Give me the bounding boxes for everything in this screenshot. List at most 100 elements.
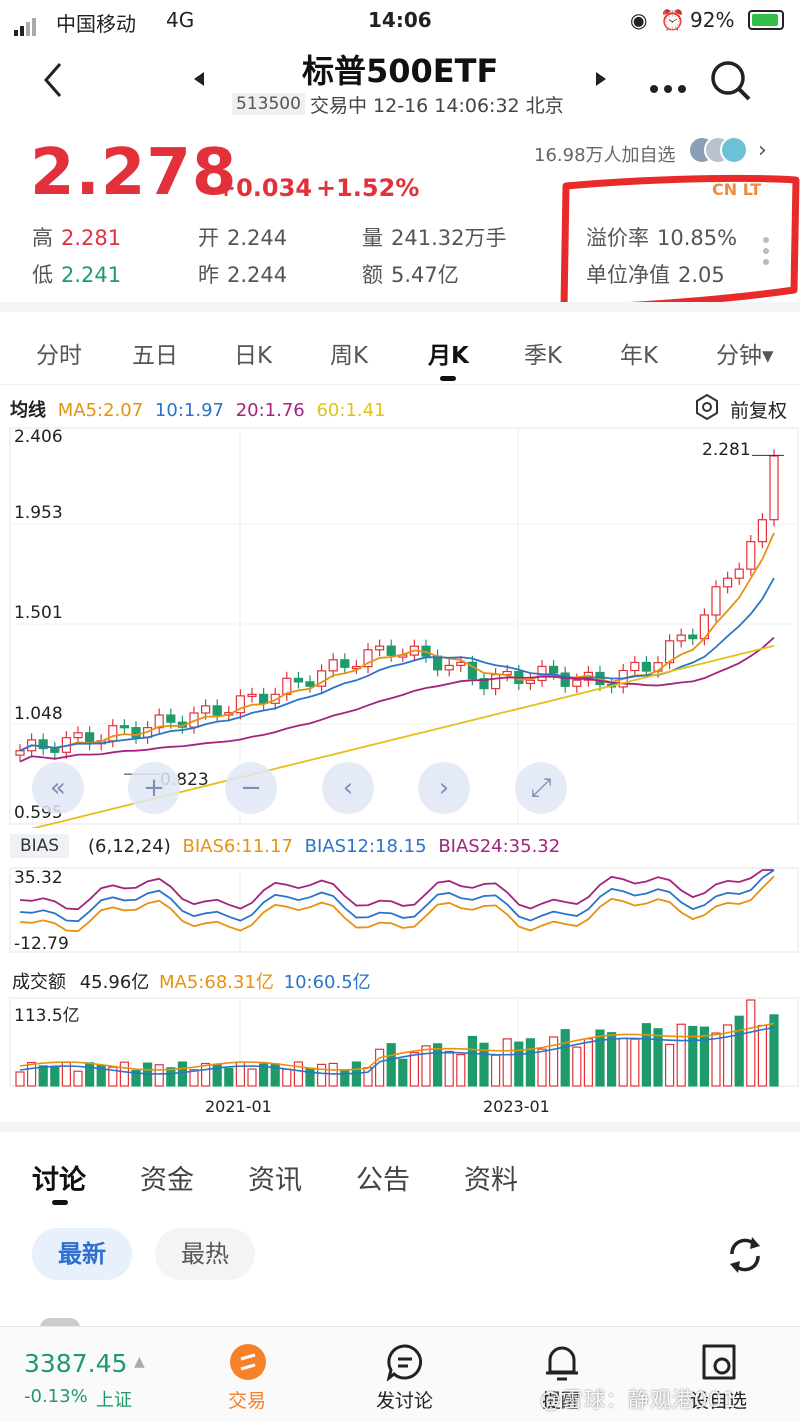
settings-icon[interactable] — [694, 393, 720, 424]
tab-announcements[interactable]: 公告 — [356, 1165, 410, 1196]
index-value[interactable]: 3387.45 — [24, 1349, 128, 1378]
candle-body — [444, 664, 454, 671]
high-marker-label: 2.281 — [702, 440, 751, 460]
remind-label[interactable]: 提醒 — [542, 1390, 581, 1412]
stock-code: 513500 — [232, 93, 305, 115]
volume-bar — [467, 1035, 477, 1087]
scroll-right-button[interactable]: › — [418, 762, 470, 814]
section-divider — [0, 302, 800, 312]
bias-row: (6,12,24) BIAS6:11.17 BIAS12:18.15 BIAS2… — [88, 836, 560, 857]
candle-body — [711, 586, 721, 616]
tab-profile[interactable]: 资料 — [464, 1165, 518, 1196]
tab-funds[interactable]: 资金 — [140, 1165, 194, 1196]
fullscreen-button[interactable]: ⤢ — [515, 762, 567, 814]
volume-bar — [317, 1063, 327, 1087]
stat-premium: 溢价率 10.85% — [586, 222, 737, 252]
watermark: @雪球：静观港001 — [540, 1388, 738, 1412]
volume-ma5-line — [19, 1022, 775, 1071]
candle-body — [247, 693, 257, 697]
volume-bar — [722, 1024, 733, 1087]
volume-bar — [548, 1036, 559, 1087]
volume-bar — [746, 999, 756, 1087]
candle-body — [259, 693, 269, 704]
ma10-line — [19, 577, 775, 752]
battery-icon — [748, 10, 784, 30]
tab-discussion[interactable]: 讨论 — [32, 1165, 86, 1196]
volume-bar — [166, 1067, 176, 1087]
volume-bar — [502, 1038, 512, 1087]
candle-body — [456, 661, 466, 667]
bell-icon[interactable] — [544, 1342, 580, 1386]
scroll-left-button[interactable]: ‹ — [322, 762, 374, 814]
candle-body — [757, 519, 768, 543]
trade-icon[interactable] — [230, 1344, 266, 1380]
candle-body — [38, 739, 48, 750]
carrier-label: 中国移动 — [56, 12, 136, 36]
volume-bar — [201, 1062, 211, 1087]
add-watchlist-icon[interactable] — [700, 1342, 738, 1386]
ma60-value: 60:1.41 — [316, 400, 386, 421]
post-discussion-icon[interactable] — [386, 1343, 424, 1385]
prev-stock-icon[interactable] — [192, 70, 206, 92]
trade-status: 交易中 12-16 14:06:32 北京 — [310, 95, 564, 117]
avatar — [720, 136, 748, 164]
volume-ma5: MA5:68.31亿 — [159, 972, 274, 993]
add-watchlist-label[interactable]: 设自选 — [690, 1390, 748, 1412]
bias-label[interactable]: BIAS — [10, 834, 70, 858]
more-icon[interactable] — [650, 78, 690, 97]
y-label-4: 1.048 — [14, 704, 63, 724]
volume-bar — [479, 1042, 489, 1087]
candle-body — [166, 714, 176, 723]
tab-intraday[interactable]: 分时 — [36, 343, 82, 369]
zoom-out-button[interactable]: − — [225, 762, 277, 814]
tab-daily-k[interactable]: 日K — [234, 343, 273, 369]
trade-label[interactable]: 交易 — [228, 1390, 267, 1412]
volume-bar — [375, 1048, 385, 1087]
follower-avatars[interactable] — [688, 136, 752, 166]
ma20-value: 20:1.76 — [235, 400, 305, 421]
more-stats-icon[interactable] — [762, 236, 770, 270]
network-label: 4G — [166, 8, 195, 32]
alarm-icon: ⏰ — [660, 8, 685, 32]
stat-volume-value: 241.32万手 — [391, 226, 507, 250]
volume-bar — [757, 1024, 768, 1087]
tab-minute[interactable]: 分钟▾ — [716, 343, 774, 369]
tab-quarterly-k[interactable]: 季K — [524, 343, 563, 369]
candle-body — [734, 568, 744, 579]
candle-body — [769, 455, 779, 521]
tab-five-day[interactable]: 五日 — [132, 343, 178, 369]
filter-hottest[interactable]: 最热 — [155, 1228, 255, 1280]
stat-nav: 单位净值 2.05 — [586, 259, 725, 289]
stat-high: 高 2.281 — [32, 222, 121, 252]
filter-latest[interactable]: 最新 — [32, 1228, 132, 1280]
tab-news[interactable]: 资讯 — [248, 1165, 302, 1196]
index-change: -0.13% — [24, 1386, 88, 1407]
volume-bar — [769, 1014, 779, 1087]
kline-chart[interactable] — [0, 424, 800, 828]
zoom-out-far-button[interactable]: « — [32, 762, 84, 814]
post-discussion-label[interactable]: 发讨论 — [376, 1390, 434, 1412]
search-icon[interactable] — [708, 58, 752, 106]
tab-yearly-k[interactable]: 年K — [620, 343, 659, 369]
next-stock-icon[interactable] — [594, 70, 608, 92]
chart-frame — [9, 427, 799, 825]
stat-prev-value: 2.244 — [227, 263, 288, 287]
volume-bar — [444, 1050, 454, 1087]
clock: 14:06 — [368, 8, 432, 32]
zoom-in-button[interactable]: + — [128, 762, 180, 814]
refresh-icon[interactable] — [724, 1234, 766, 1280]
candle-body — [548, 665, 559, 674]
tab-monthly-k[interactable]: 月K — [428, 343, 469, 369]
bias-chart[interactable] — [0, 864, 800, 956]
last-price: 2.278 — [30, 136, 238, 210]
volume-value: 45.96亿 — [79, 972, 150, 993]
followers-count[interactable]: 16.98万人加自选 — [534, 145, 676, 166]
volume-chart[interactable] — [0, 994, 800, 1090]
stat-low-label: 低 — [32, 263, 53, 287]
page-title: 标普500ETF — [302, 52, 499, 90]
chevron-right-icon[interactable]: › — [758, 138, 767, 163]
restore-toggle[interactable]: 前复权 — [730, 400, 788, 422]
tab-weekly-k[interactable]: 周K — [330, 343, 369, 369]
candle-body — [375, 645, 385, 651]
back-icon[interactable] — [38, 60, 68, 100]
